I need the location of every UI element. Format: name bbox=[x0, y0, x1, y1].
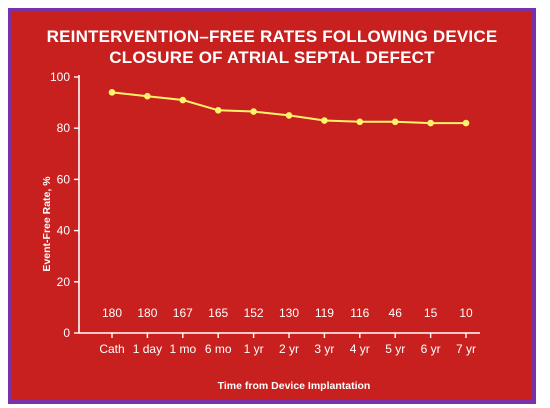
x-tick-label: 1 day bbox=[133, 342, 162, 356]
line-chart: 0 20 40 60 80 100 Cath 1 day 1 mo 6 mo 1 yr 2 yr 3 … bbox=[41, 70, 480, 392]
data-point bbox=[250, 108, 257, 115]
y-tick-label: 40 bbox=[57, 224, 71, 238]
y-tick-label: 100 bbox=[50, 70, 70, 84]
data-point bbox=[356, 118, 364, 126]
x-axis-title: Time from Device Implantation bbox=[218, 380, 371, 392]
patients-at-risk-label: 10 bbox=[459, 306, 473, 320]
patients-at-risk-label: 116 bbox=[350, 306, 369, 320]
data-point bbox=[285, 112, 293, 119]
data-point bbox=[144, 92, 151, 100]
patients-at-risk-label: 119 bbox=[315, 306, 334, 320]
x-tick-label: 6 mo bbox=[205, 342, 232, 356]
x-tick-label: Cath bbox=[99, 342, 124, 356]
x-tick-label: 6 yr bbox=[421, 342, 441, 356]
y-tick-label: 0 bbox=[63, 326, 70, 340]
patients-at-risk-label: 152 bbox=[244, 306, 264, 320]
y-tick-label: 60 bbox=[57, 172, 71, 186]
data-point bbox=[391, 118, 399, 126]
x-tick-label: 3 yr bbox=[314, 342, 334, 356]
patients-at-risk-label: 15 bbox=[424, 306, 438, 320]
y-axis-ticks: 0 20 40 60 80 100 bbox=[50, 70, 79, 340]
x-tick-label: 5 yr bbox=[385, 342, 405, 356]
patients-at-risk-label: 180 bbox=[102, 306, 122, 320]
data-point bbox=[179, 96, 187, 104]
data-point bbox=[108, 89, 116, 96]
data-point bbox=[214, 106, 222, 114]
chart-title-line-2: CLOSURE OF ATRIAL SEPTAL DEFECT bbox=[109, 48, 435, 67]
y-axis-title: Event-Free Rate, % bbox=[41, 176, 53, 272]
patients-at-risk-label: 165 bbox=[208, 306, 228, 320]
chart-title: REINTERVENTION–FREE RATES FOLLOWING DEVI… bbox=[12, 26, 532, 68]
chart-axes bbox=[78, 75, 480, 334]
x-tick-label: 4 yr bbox=[350, 342, 370, 356]
x-tick-label: 2 yr bbox=[279, 342, 299, 356]
patients-at-risk-label: 180 bbox=[137, 306, 157, 320]
series-points bbox=[108, 89, 470, 127]
slide-frame: REINTERVENTION–FREE RATES FOLLOWING DEVI… bbox=[8, 8, 536, 404]
patients-at-risk-label: 46 bbox=[389, 306, 403, 320]
y-tick-label: 80 bbox=[57, 121, 71, 135]
x-tick-label: 1 yr bbox=[244, 342, 264, 356]
patients-at-risk-label: 167 bbox=[173, 306, 193, 320]
patients-at-risk-label: 130 bbox=[279, 306, 299, 320]
data-point bbox=[462, 119, 470, 127]
chart-title-line-1: REINTERVENTION–FREE RATES FOLLOWING DEVI… bbox=[46, 27, 498, 46]
data-point bbox=[321, 117, 328, 124]
data-point bbox=[427, 119, 434, 127]
patients-at-risk-labels: 180 180 167 165 152 130 119 116 46 15 10 bbox=[102, 306, 473, 320]
y-tick-label: 20 bbox=[57, 275, 71, 289]
x-tick-label: 7 yr bbox=[456, 342, 476, 356]
x-tick-label: 1 mo bbox=[169, 342, 196, 356]
x-axis-ticks: Cath 1 day 1 mo 6 mo 1 yr 2 yr 3 yr 4 yr 5 yr 6 y… bbox=[99, 333, 476, 356]
